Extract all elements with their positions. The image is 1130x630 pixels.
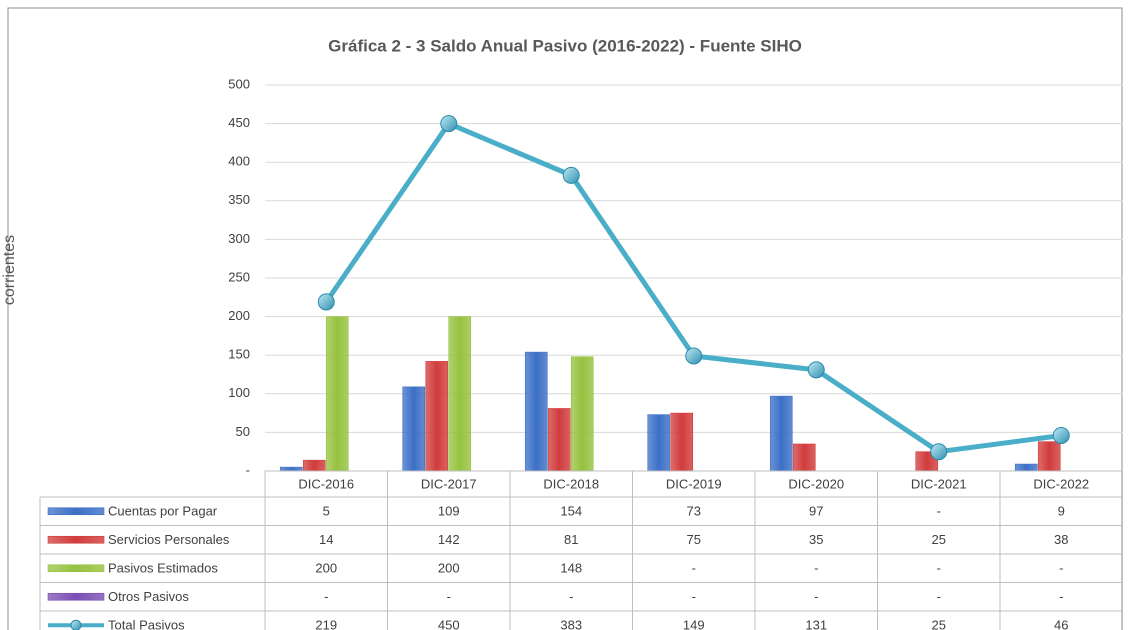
bar xyxy=(279,466,303,472)
bar xyxy=(769,395,793,472)
marker xyxy=(1052,426,1070,444)
y-tick-label: 50 xyxy=(236,424,250,439)
x-tick-label: DIC-2016 xyxy=(298,476,354,491)
marker xyxy=(807,361,825,379)
chart-border xyxy=(7,7,1123,630)
bar xyxy=(524,351,548,472)
table-value: 450 xyxy=(438,618,460,630)
y-axis-label: $ Millones de pesos corrientes xyxy=(1,234,18,306)
table-value: 73 xyxy=(687,504,701,519)
legend-label: Pasivos Estimados xyxy=(108,561,218,576)
y-tick-label: 100 xyxy=(228,385,250,400)
bar xyxy=(425,361,449,472)
table-value: 200 xyxy=(438,561,460,576)
x-tick-label: DIC-2018 xyxy=(543,476,599,491)
y-tick-label: 150 xyxy=(228,347,250,362)
y-tick-label: 350 xyxy=(228,192,250,207)
legend-label: Total Pasivos xyxy=(108,618,185,630)
table-value: 97 xyxy=(809,504,823,519)
marker xyxy=(685,347,703,365)
bar xyxy=(325,316,349,472)
legend-label: Otros Pasivos xyxy=(108,589,189,604)
marker xyxy=(562,166,580,184)
table-value: - xyxy=(1059,589,1063,604)
table-value: 81 xyxy=(564,532,578,547)
table-value: - xyxy=(569,589,573,604)
x-tick-label: DIC-2019 xyxy=(666,476,722,491)
table-value: 25 xyxy=(932,532,946,547)
table-value: 154 xyxy=(560,504,582,519)
y-tick-label: 450 xyxy=(228,115,250,130)
table-value: 148 xyxy=(560,561,582,576)
legend-key xyxy=(47,592,105,601)
bar xyxy=(448,316,472,472)
marker xyxy=(930,443,948,461)
legend-key xyxy=(47,535,105,544)
y-tick-label: 300 xyxy=(228,231,250,246)
x-tick-label: DIC-2022 xyxy=(1033,476,1089,491)
table-value: 35 xyxy=(809,532,823,547)
y-tick-label: 250 xyxy=(228,269,250,284)
bar xyxy=(647,414,671,472)
table-value: 149 xyxy=(683,618,705,630)
table-value: 38 xyxy=(1054,532,1068,547)
table-value: 75 xyxy=(687,532,701,547)
table-value: 383 xyxy=(560,618,582,630)
y-tick-label: 200 xyxy=(228,308,250,323)
bar xyxy=(547,408,571,472)
table-value: - xyxy=(814,561,818,576)
table-value: - xyxy=(692,589,696,604)
table-value: - xyxy=(814,589,818,604)
bar xyxy=(402,386,426,472)
legend-key xyxy=(70,619,82,630)
legend-label: Cuentas por Pagar xyxy=(108,504,218,519)
table-value: - xyxy=(447,589,451,604)
table-value: 5 xyxy=(323,504,330,519)
table-value: 14 xyxy=(319,532,333,547)
x-tick-label: DIC-2020 xyxy=(788,476,844,491)
bar xyxy=(792,443,816,472)
chart-title: Gráfica 2 - 3 Saldo Anual Pasivo (2016-2… xyxy=(328,36,802,55)
table-value: - xyxy=(937,589,941,604)
y-tick-label: - xyxy=(246,462,250,477)
bar xyxy=(1037,441,1061,472)
table-value: - xyxy=(692,561,696,576)
y-tick-label: 500 xyxy=(228,76,250,91)
table-value: - xyxy=(324,589,328,604)
legend-label: Servicios Personales xyxy=(108,532,230,547)
table-value: 142 xyxy=(438,532,460,547)
legend-key xyxy=(47,507,105,516)
marker xyxy=(317,293,335,311)
table-value: 219 xyxy=(315,618,337,630)
bar xyxy=(1014,463,1038,472)
bar xyxy=(670,412,694,472)
bar xyxy=(570,356,594,472)
x-tick-label: DIC-2021 xyxy=(911,476,967,491)
table-value: 46 xyxy=(1054,618,1068,630)
table-value: 200 xyxy=(315,561,337,576)
table-value: - xyxy=(937,561,941,576)
y-tick-label: 400 xyxy=(228,154,250,169)
table-value: 25 xyxy=(932,618,946,630)
marker xyxy=(440,115,458,133)
x-tick-label: DIC-2017 xyxy=(421,476,477,491)
table-value: 9 xyxy=(1058,504,1065,519)
table-value: 109 xyxy=(438,504,460,519)
legend-key xyxy=(47,564,105,573)
table-value: - xyxy=(1059,561,1063,576)
table-value: - xyxy=(937,504,941,519)
bar xyxy=(302,459,326,472)
table-value: 131 xyxy=(805,618,827,630)
